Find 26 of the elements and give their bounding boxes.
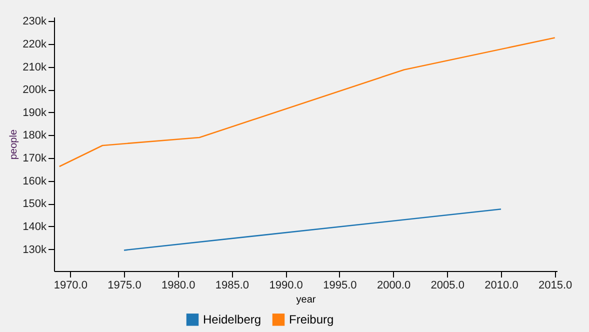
x-tick-label: 1990.0: [269, 280, 303, 292]
y-tick-label: 230k: [22, 16, 47, 28]
y-tick-label: 190k: [22, 106, 47, 119]
x-tick-label: 1985.0: [215, 280, 250, 292]
y-tick-label: 150k: [22, 198, 47, 210]
line-series: [58, 37, 556, 168]
legend-label: Heidelberg: [203, 312, 262, 327]
x-tick-label: 2010.0: [484, 280, 518, 292]
y-tick-label: 140k: [22, 221, 47, 233]
x-tick-label: 1975.0: [108, 280, 142, 292]
y-axis-title: people: [8, 129, 20, 160]
y-tick-label: 160k: [22, 175, 47, 188]
x-tick-label: 1995.0: [323, 280, 357, 292]
x-tick-label: 1970.0: [54, 280, 88, 292]
x-axis-title: year: [296, 294, 316, 306]
legend-label: Freiburg: [289, 312, 334, 327]
y-tick-label: 180k: [22, 130, 47, 142]
y-tick-label: 210k: [22, 61, 47, 74]
y-tick-label: 200k: [22, 84, 47, 96]
x-tick-label: 2005.0: [430, 280, 464, 292]
x-tick-label: 1980.0: [162, 280, 196, 292]
x-tick-label: 2015.0: [538, 280, 572, 292]
y-tick-label: 220k: [22, 38, 47, 50]
y-tick-label: 130k: [22, 244, 47, 256]
x-tick-label: 2000.0: [376, 280, 411, 292]
y-tick-label: 170k: [22, 152, 47, 165]
